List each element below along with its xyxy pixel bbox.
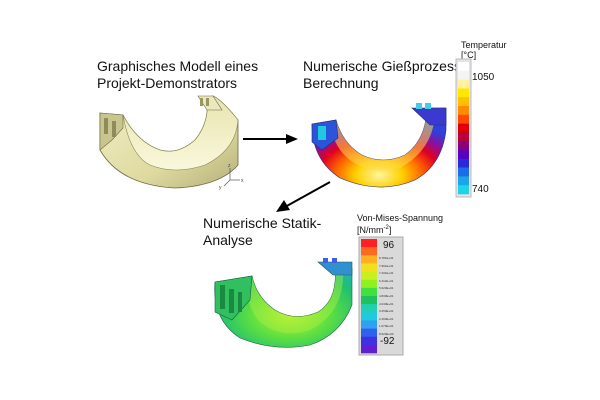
temperature-colorbar-band [458,123,469,133]
temperature-colorbar-band [458,114,469,124]
stress-tick-label: 3.250E+01 [379,309,394,314]
temperature-colorbar [455,58,472,198]
temperature-scale-title: Temperatur [°C] [461,40,507,60]
temperature-colorbar-band [458,70,469,80]
temperature-colorbar-band [458,176,469,186]
axis-y-label: y [219,185,222,191]
temperature-colorbar-band [458,185,469,195]
arrow-casting-to-statics [276,181,331,212]
stress-tick-label: 4.040E+01 [379,301,394,306]
stress-colorbar [358,236,404,356]
stress-title-end: ] [388,225,392,235]
stress-tick-label: 1.670E+01 [379,324,394,329]
stress-tick-label: 4.830E+01 [379,294,394,298]
temperature-colorbar-band [458,158,469,168]
temperature-colorbar-band [458,106,469,116]
stress-title-exponent: -2 [383,225,389,231]
model-shell-stress [214,258,353,348]
stress-tick-label: 6.411E+01 [379,278,394,283]
stress-colorbar-band [361,271,377,281]
temperature-colorbar-band [458,150,469,160]
axis-z-label: z [228,163,231,169]
model-shell-temperature [311,103,447,188]
stress-colorbar-band [361,263,377,272]
stress-colorbar-band [361,320,377,329]
stress-min-label: -92 [380,336,395,347]
casting-caption: Numerische Gießprozess- Berechnung [303,58,466,91]
stress-colorbar-band [361,279,377,289]
temperature-colorbar-band [458,167,469,177]
statics-caption: Numerische Statik- Analyse [203,215,322,248]
stress-tick-label: 8.781E+01 [379,256,394,260]
stress-colorbar-band [361,336,377,346]
stress-colorbar-band [361,304,377,313]
axes-triad [223,168,240,187]
temperature-max-label: 1050 [472,72,495,83]
stress-tick-label: 8.620E+00 [379,332,394,336]
stress-tick-label: 5.620E+01 [379,286,394,291]
temperature-colorbar-band [458,97,469,107]
stress-tick-label: 2.460E+01 [379,316,394,321]
stress-colorbar-band [361,296,377,305]
arrow-model-to-casting [243,134,298,144]
temperature-colorbar-band [458,88,469,98]
stress-scale-title: Von-Mises-Spannung [N/mm-2] [357,213,443,235]
stress-colorbar-band [361,312,377,321]
temperature-colorbar-band [458,132,469,142]
temperature-min-label: 740 [472,184,489,195]
temperature-colorbar-band [458,79,469,89]
stress-colorbar-band [361,328,377,338]
stress-colorbar-band [361,247,377,256]
stress-tick-label: 7.201E+01 [379,271,394,276]
stress-colorbar-band [361,344,377,354]
stress-max-label: 96 [383,240,395,251]
axis-x-label: x [241,178,244,184]
stress-tick-label: 7.961E+01 [379,263,394,268]
model-shell-beige [99,95,239,189]
stress-title-text: Von-Mises-Spannung [N/mm [357,213,444,235]
model-caption: Graphisches Modell eines Projekt-Demonst… [97,58,259,91]
temperature-colorbar-band [458,62,469,72]
stress-colorbar-band [361,255,377,264]
temperature-colorbar-band [458,141,469,151]
stress-colorbar-band [361,239,377,248]
stress-colorbar-band [361,287,377,297]
